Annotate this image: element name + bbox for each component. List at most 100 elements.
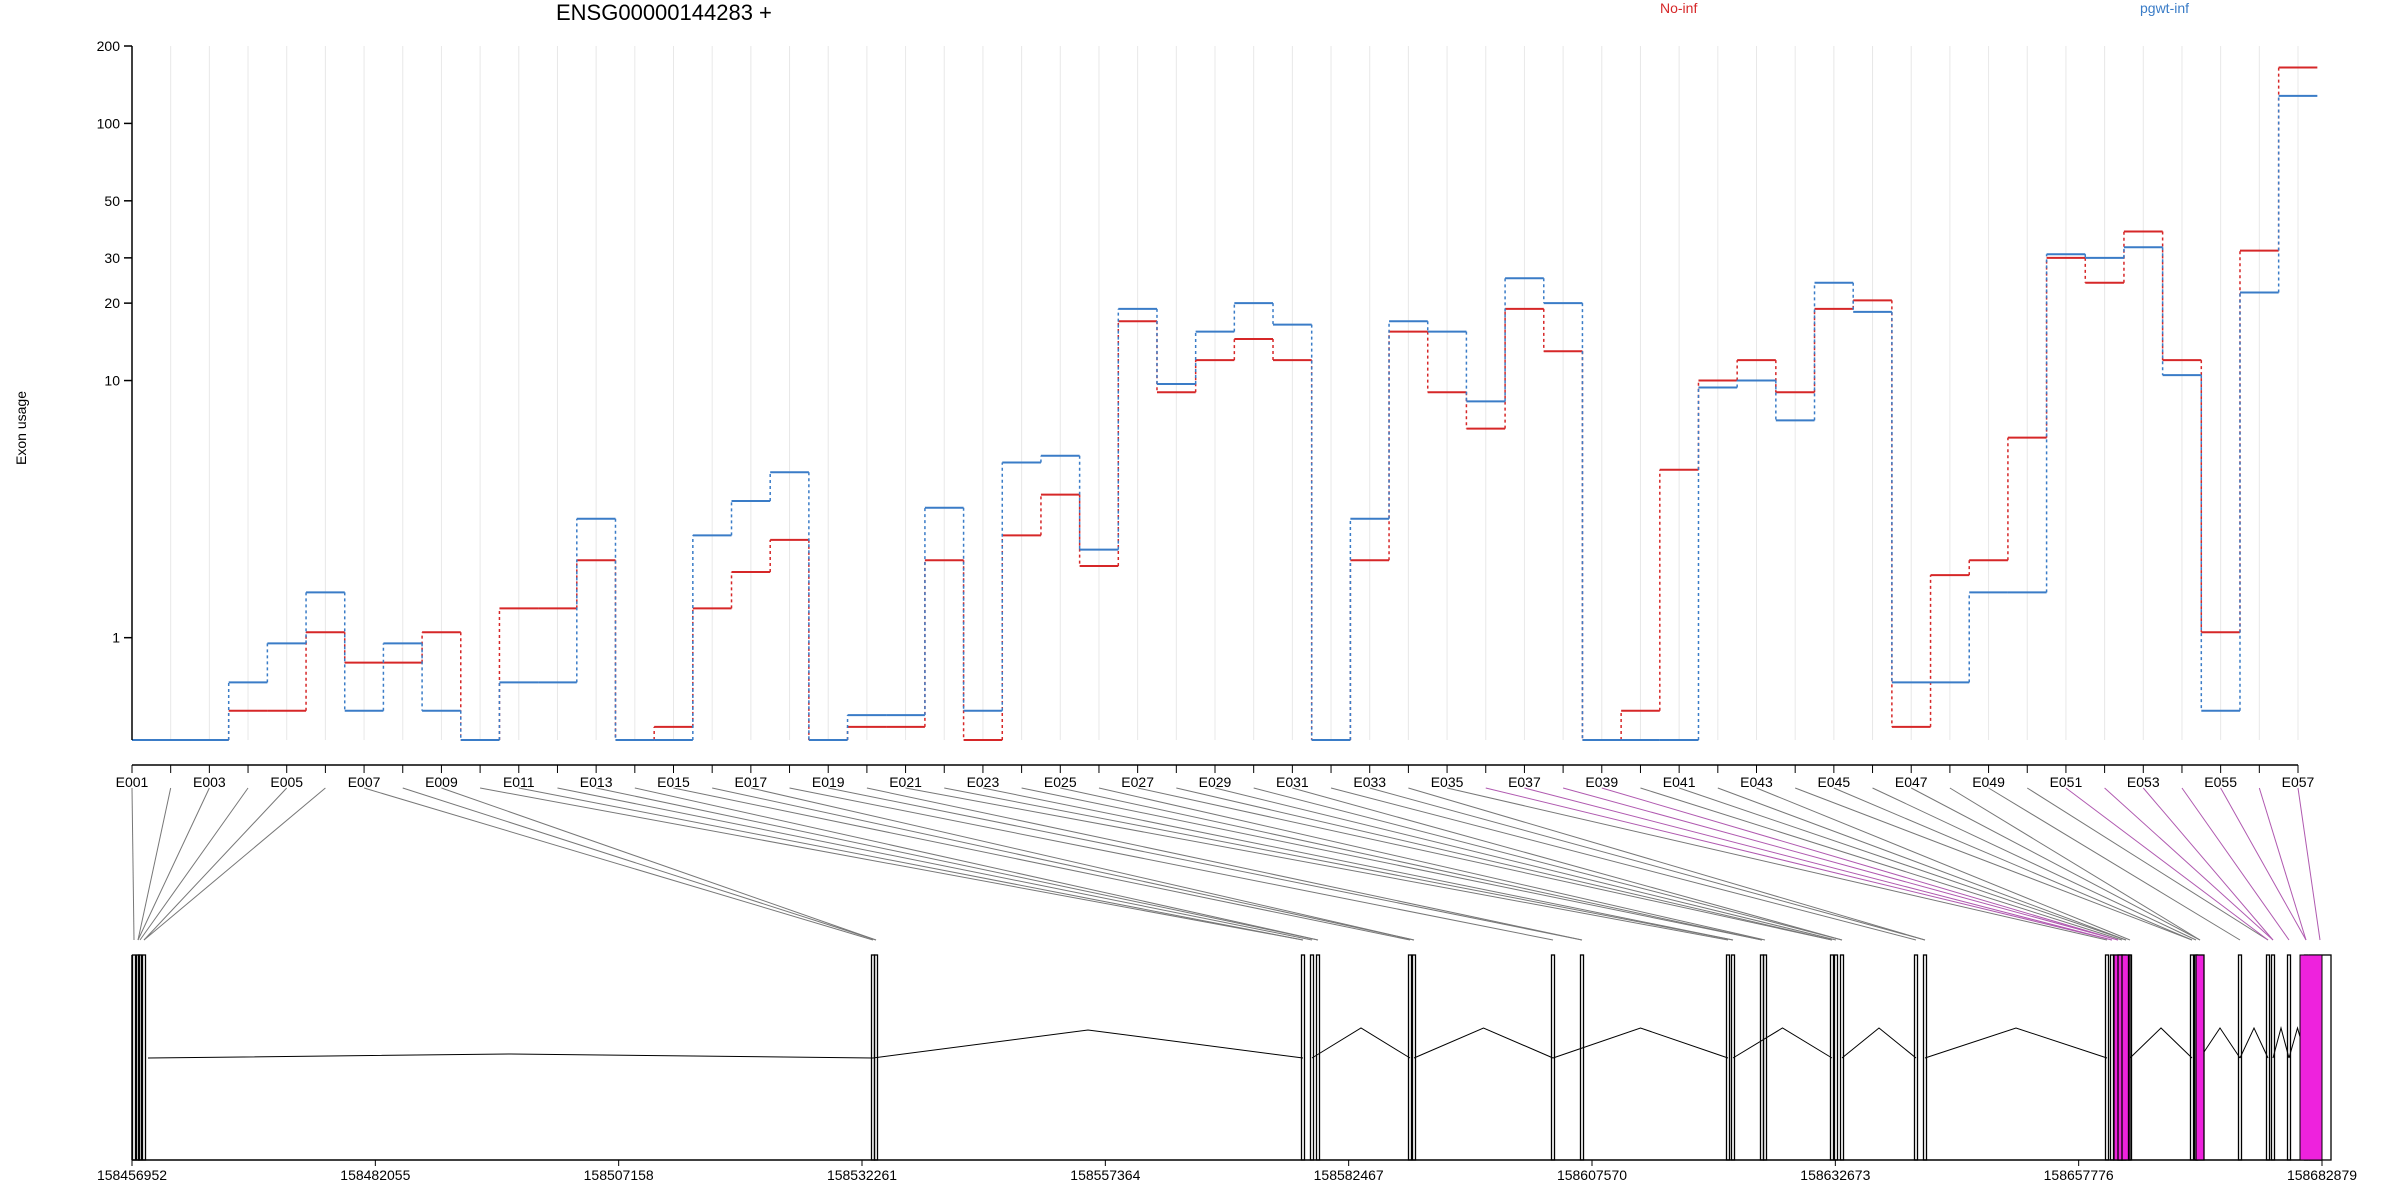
exon-block <box>1913 954 1919 1161</box>
exon-connector <box>131 787 135 941</box>
exon-block <box>2195 954 2205 1161</box>
x-tick-label: E015 <box>657 774 690 790</box>
intron-line <box>2272 1026 2290 1059</box>
exon-block <box>2265 954 2271 1161</box>
x-tick-label: E039 <box>1585 774 1618 790</box>
gene-coordinate-label: 158557364 <box>1070 1167 1140 1183</box>
exon-connector <box>1485 787 2113 941</box>
exon-block <box>1725 954 1731 1161</box>
exon-connector <box>789 787 1554 941</box>
legend-no-inf: No-inf <box>1660 0 1698 16</box>
gene-model: 158456952 158482055 158507158 158532261 1585… <box>97 954 2357 1183</box>
intron-line <box>1841 1027 1917 1059</box>
y-axis-label: Exon usage <box>13 391 29 465</box>
exon-connector <box>1253 787 1843 941</box>
exon-block <box>2127 954 2133 1161</box>
exon-connector <box>596 787 1319 941</box>
x-tick-label: E057 <box>2282 774 2315 790</box>
exon-connector <box>1524 787 2113 941</box>
gene-coordinate-label: 158657776 <box>2044 1167 2114 1183</box>
series-layer <box>132 66 2318 741</box>
exon-connector <box>137 787 172 941</box>
exon-connector <box>866 787 1583 941</box>
x-tick-label: E007 <box>348 774 381 790</box>
exon-connector <box>1021 787 1763 941</box>
gene-coordinate-label: 158632673 <box>1800 1167 1870 1183</box>
exon-block <box>1730 954 1736 1161</box>
x-tick-label: E011 <box>503 774 535 790</box>
exon-connector <box>137 787 210 941</box>
exon-connector <box>143 787 326 941</box>
exon-block <box>2286 954 2292 1161</box>
y-axis-label-container: Exon usage <box>13 391 29 465</box>
exon-connector <box>1756 787 2131 941</box>
exon-connector <box>2220 787 2307 941</box>
gene-coordinate-label: 158582467 <box>1314 1167 1384 1183</box>
series-pgwt-inf <box>132 94 2318 741</box>
exon-block <box>1300 954 1306 1161</box>
exon-connector <box>1369 787 1926 941</box>
exon-connector <box>1098 787 1766 941</box>
y-tick-label: 20 <box>104 295 120 311</box>
y-tick-label: 10 <box>104 373 120 389</box>
intron-line <box>147 1053 874 1059</box>
exon-connector <box>1833 787 2193 941</box>
exon-connector <box>1408 787 1926 941</box>
x-tick-label: E047 <box>1895 774 1928 790</box>
x-tick-label: E035 <box>1431 774 1464 790</box>
gene-coordinate-label: 158532261 <box>827 1167 897 1183</box>
connector-layer <box>131 787 2321 941</box>
exon-connector <box>402 787 877 941</box>
y-tick-label: 1 <box>112 630 120 646</box>
x-tick-label: E005 <box>270 774 303 790</box>
x-tick-label: E045 <box>1818 774 1851 790</box>
exon-block <box>1579 954 1585 1161</box>
exon-connector <box>1717 787 2127 941</box>
exon-connector <box>750 787 1415 941</box>
exon-connector <box>1640 787 2123 941</box>
grid-layer <box>131 46 2299 740</box>
exon-connector <box>518 787 1304 941</box>
exon-connector <box>1292 787 1843 941</box>
exon-connector <box>982 787 1734 941</box>
exon-block <box>1833 954 1839 1161</box>
x-tick-label: E013 <box>580 774 613 790</box>
exon-connector <box>712 787 1415 941</box>
exon-connector <box>1678 787 2127 941</box>
exon-connector <box>1601 787 2119 941</box>
legend-pgwt-inf: pgwt-inf <box>2140 0 2190 16</box>
gene-coordinate-label: 158507158 <box>584 1167 654 1183</box>
exon-connector <box>1949 787 2201 941</box>
intron-line <box>1552 1027 1729 1059</box>
intron-line <box>1732 1027 1833 1059</box>
exon-block <box>131 954 137 1161</box>
axis-layer: 1 10 20 30 50 100 200 E001 E003 E005 E007 E009 E011 E… <box>97 38 2315 790</box>
exon-connector <box>905 787 1729 941</box>
exon-block <box>1407 954 1413 1161</box>
exon-connector <box>1562 787 2119 941</box>
exon-connector <box>1214 787 1837 941</box>
exon-connector <box>2142 787 2274 941</box>
y-tick-label: 30 <box>104 250 120 266</box>
x-tick-label: E051 <box>2050 774 2083 790</box>
gene-coordinate-label: 158482055 <box>340 1167 410 1183</box>
exon-connector <box>139 787 249 941</box>
gene-coordinate-label: 158682879 <box>2287 1167 2357 1183</box>
exon-connector <box>1794 787 2193 941</box>
exon-connector <box>1330 787 1917 941</box>
exon-block <box>2104 954 2110 1161</box>
exon-connector <box>1872 787 2197 941</box>
x-tick-label: E025 <box>1044 774 1077 790</box>
exon-connector <box>363 787 874 941</box>
exon-block <box>1839 954 1845 1161</box>
exon-block <box>141 954 147 1161</box>
exon-block <box>1315 954 1321 1161</box>
intron-line <box>872 1029 1304 1059</box>
intron-line <box>1311 1027 1411 1059</box>
x-tick-label: E033 <box>1353 774 1386 790</box>
x-tick-label: E001 <box>116 774 149 790</box>
exon-connector <box>1060 787 1763 941</box>
x-tick-label: E019 <box>812 774 845 790</box>
exon-connector <box>828 787 1583 941</box>
